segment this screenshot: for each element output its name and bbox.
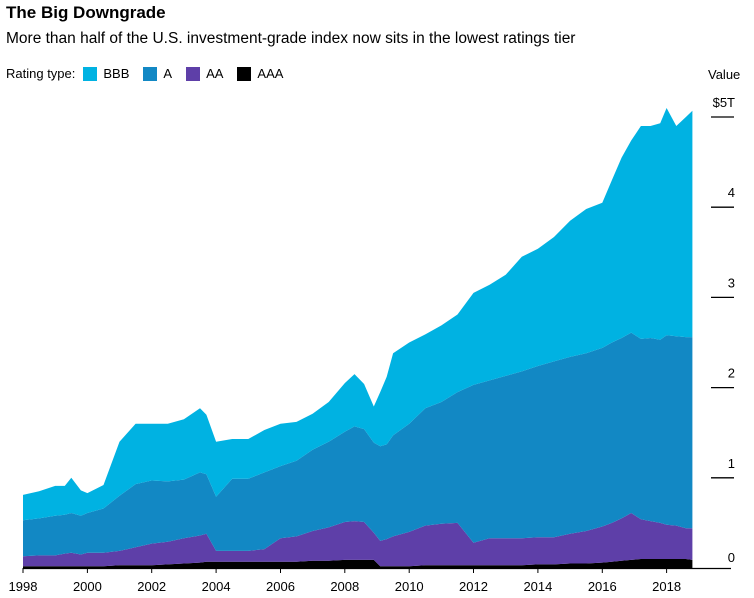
y-axis: 0 1 2 3 4 $5T (711, 95, 735, 565)
x-tick-label-2014: 2014 (523, 579, 552, 594)
y-tick-label-0: 0 (728, 550, 735, 565)
x-tick-label-2004: 2004 (202, 579, 231, 594)
legend-item-bbb: BBB (83, 66, 129, 81)
x-tick-label-2018: 2018 (652, 579, 681, 594)
legend: Rating type: BBB A AA AAA (6, 66, 297, 81)
area-bbb (23, 108, 693, 521)
legend-swatch-aaa (237, 66, 252, 81)
legend-swatch-a (143, 66, 158, 81)
area-layers (23, 108, 693, 568)
legend-label: Rating type: (6, 66, 76, 81)
x-axis: 1998 2000 2002 2004 2006 2008 2010 2012 2014 2016… (9, 567, 731, 594)
y-tick-label-3: 3 (728, 275, 735, 290)
legend-item-a: A (143, 66, 172, 81)
x-tick-label-2006: 2006 (266, 579, 295, 594)
x-tick-label-1998: 1998 (9, 579, 38, 594)
y-tick-label-4: 4 (728, 185, 735, 200)
x-tick-label-2002: 2002 (137, 579, 166, 594)
legend-swatch-aa (186, 66, 201, 81)
y-axis-title: Value (708, 67, 741, 82)
chart-title: The Big Downgrade (6, 3, 166, 22)
x-tick-label-2012: 2012 (459, 579, 488, 594)
y-tick-label-1: 1 (728, 456, 735, 471)
chart-subtitle: More than half of the U.S. investment-gr… (6, 30, 576, 47)
area-aa (23, 513, 693, 567)
legend-item-aaa: AAA (237, 66, 283, 81)
legend-text-aaa: AAA (257, 66, 284, 81)
legend-text-a: A (163, 66, 173, 81)
x-tick-label-2000: 2000 (73, 579, 102, 594)
area-aaa (23, 559, 693, 568)
x-tick-label-2010: 2010 (395, 579, 424, 594)
legend-text-bbb: BBB (103, 66, 130, 81)
legend-item-aa: AA (186, 66, 223, 81)
legend-swatch-bbb (83, 66, 98, 81)
legend-text-aa: AA (206, 66, 224, 81)
x-tick-label-2016: 2016 (588, 579, 617, 594)
y-tick-label-2: 2 (728, 366, 735, 381)
area-a (23, 332, 693, 557)
y-tick-label-5: $5T (713, 95, 735, 110)
x-tick-label-2008: 2008 (330, 579, 359, 594)
